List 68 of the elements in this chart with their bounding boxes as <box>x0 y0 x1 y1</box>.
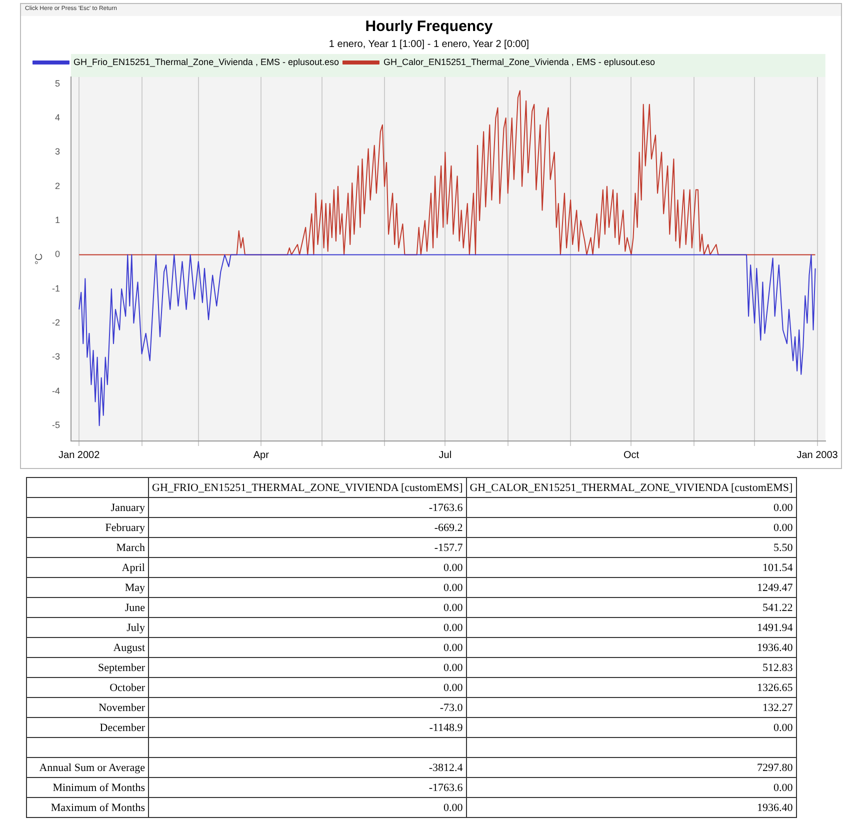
data-label: -157.7 <box>148 538 466 558</box>
data-label: -3812.4 <box>148 758 466 778</box>
data-label: 5.50 <box>466 538 796 558</box>
x-tick-label: Jan 2003 <box>796 450 838 461</box>
category-label: April <box>26 558 148 578</box>
data-label: 0.00 <box>466 718 796 738</box>
chart-subtitle: 1 enero, Year 1 [1:00] - 1 enero, Year 2 [0:00] <box>328 38 530 50</box>
data-label: -1763.6 <box>148 778 466 798</box>
data-label: 0.00 <box>148 618 466 638</box>
data-label: -73.0 <box>148 698 466 718</box>
y-tick-label: 0 <box>54 249 60 260</box>
data-label: 101.54 <box>466 558 796 578</box>
x-tick-label: Jan 2002 <box>58 450 100 461</box>
data-label: -669.2 <box>148 518 466 538</box>
data-label: 132.27 <box>466 698 796 718</box>
category-label: June <box>26 598 148 618</box>
y-tick-label: 1 <box>54 215 60 226</box>
y-axis-title: °C <box>34 253 45 265</box>
data-label: 1936.40 <box>466 638 796 658</box>
y-tick-label: 3 <box>54 146 60 157</box>
data-label: 512.83 <box>466 658 796 678</box>
category-label: March <box>26 538 148 558</box>
data-label: -1763.6 <box>148 498 466 518</box>
data-label: 541.22 <box>466 598 796 618</box>
category-label: November <box>26 698 148 718</box>
data-label: 0.00 <box>466 498 796 518</box>
category-label: December <box>26 718 148 738</box>
data-label: 0.00 <box>148 558 466 578</box>
data-label: 0.00 <box>466 778 796 798</box>
y-tick-label: -1 <box>52 283 60 294</box>
category-label: January <box>26 498 148 518</box>
data-label: 1936.40 <box>466 798 796 818</box>
x-tick-label: Jul <box>438 450 452 461</box>
data-label: 0.00 <box>148 598 466 618</box>
data-label: 7297.80 <box>466 758 796 778</box>
category-label: August <box>26 638 148 658</box>
data-label: 1249.47 <box>466 578 796 598</box>
x-tick-label: Apr <box>253 450 270 461</box>
x-tick-label: Oct <box>623 450 640 461</box>
category-label: May <box>26 578 148 598</box>
y-tick-label: 2 <box>54 180 60 191</box>
y-tick-label: -5 <box>52 420 60 430</box>
text: GH_CALOR_EN15251_THERMAL_ZONE_VIVIENDA [customEMS] <box>466 478 796 498</box>
y-tick-label: 5 <box>54 78 60 88</box>
category-label: Annual Sum or Average <box>26 758 148 778</box>
y-tick-label: -4 <box>52 386 60 396</box>
category-label: Minimum of Months <box>26 778 148 798</box>
y-tick-label: 4 <box>54 112 60 122</box>
category-label: February <box>26 518 148 538</box>
text: GH_FRIO_EN15251_THERMAL_ZONE_VIVIENDA [customEMS] <box>148 478 466 498</box>
data-label: 0.00 <box>148 798 466 818</box>
chart-title: Hourly Frequency <box>365 18 494 36</box>
data-label: 0.00 <box>148 658 466 678</box>
y-tick-label: -2 <box>52 318 60 328</box>
data-label: 1491.94 <box>466 618 796 638</box>
data-label: 0.00 <box>466 518 796 538</box>
category-label: July <box>26 618 148 638</box>
data-label: 1326.65 <box>466 678 796 698</box>
data-label: 0.00 <box>148 638 466 658</box>
legend-label: GH_Calor_EN15251_Thermal_Zone_Vivienda , EMS - eplusout.eso <box>383 56 655 67</box>
legend-label: GH_Frio_EN15251_Thermal_Zone_Vivienda , EMS - eplusout.eso <box>74 56 339 67</box>
y-tick-label: -3 <box>52 352 60 362</box>
data-label: 0.00 <box>148 678 466 698</box>
data-label: -1148.9 <box>148 718 466 738</box>
category-label: Maximum of Months <box>26 798 148 818</box>
category-label: October <box>26 678 148 698</box>
data-label: 0.00 <box>148 578 466 598</box>
category-label: September <box>26 658 148 678</box>
